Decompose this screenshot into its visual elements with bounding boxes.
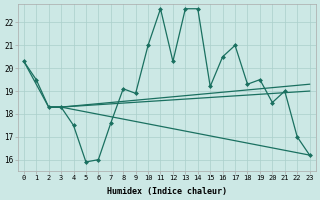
X-axis label: Humidex (Indice chaleur): Humidex (Indice chaleur)	[107, 187, 227, 196]
